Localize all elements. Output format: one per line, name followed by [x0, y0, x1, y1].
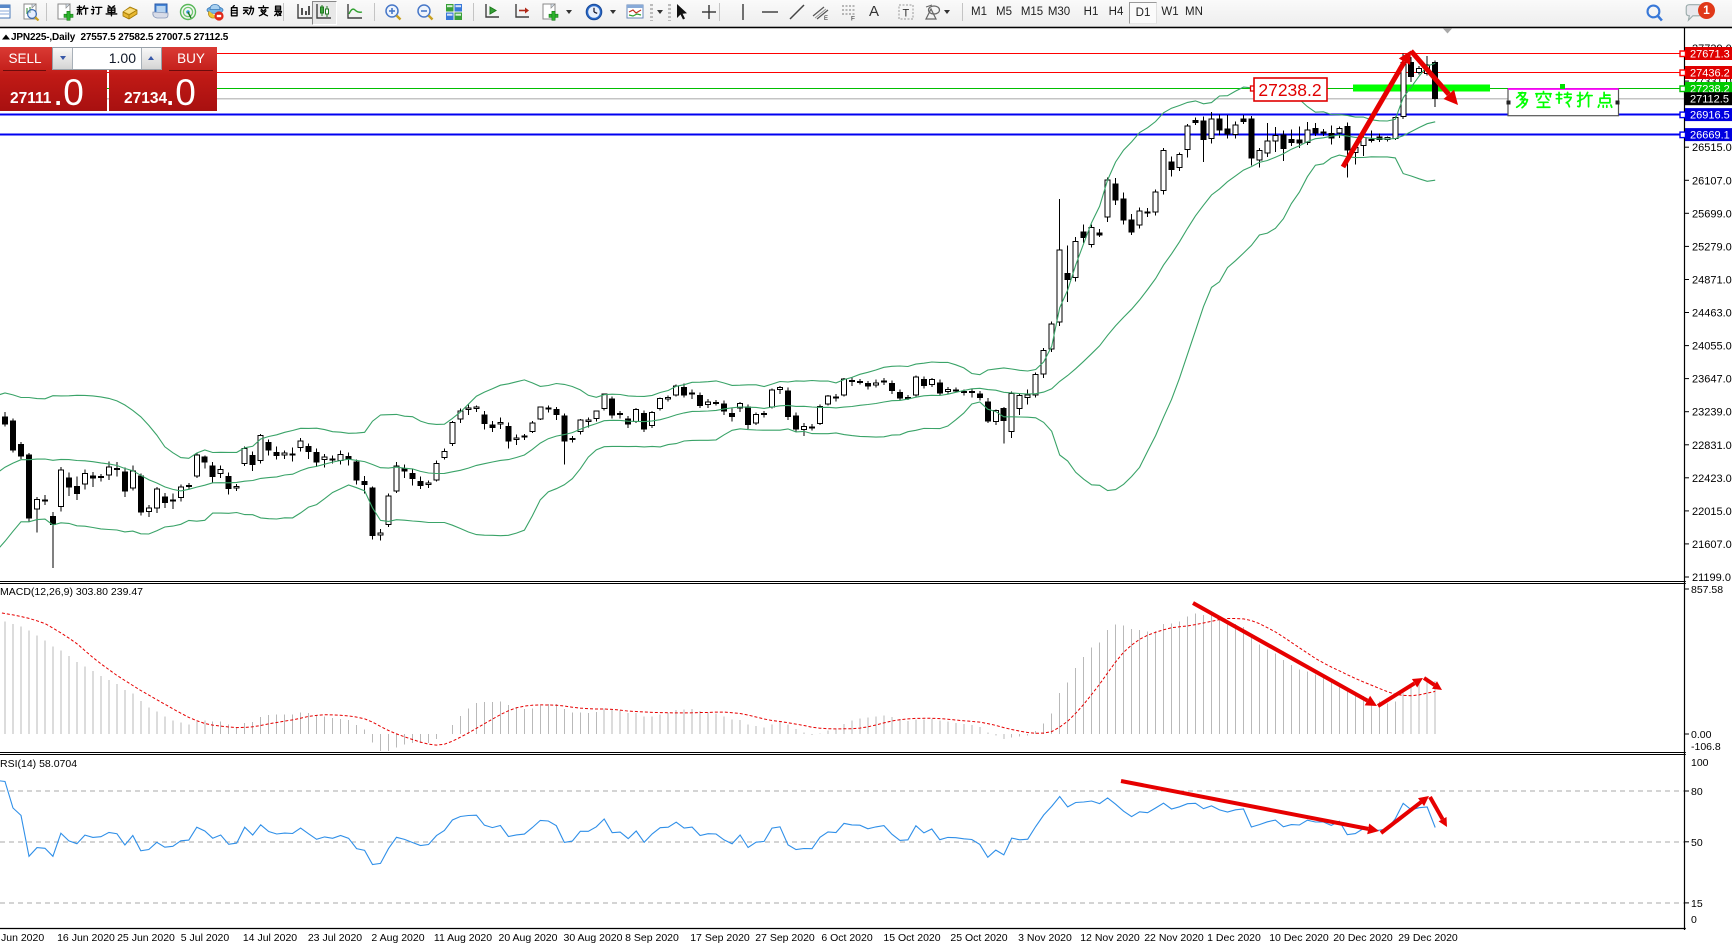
svg-text:22 Nov 2020: 22 Nov 2020 [1144, 932, 1204, 944]
svg-text:-106.8: -106.8 [1691, 741, 1721, 753]
svg-text:26515.0: 26515.0 [1692, 142, 1732, 154]
svg-text:857.58: 857.58 [1691, 584, 1723, 596]
svg-text:26669.1: 26669.1 [1690, 130, 1730, 142]
svg-text:11 Aug 2020: 11 Aug 2020 [434, 932, 492, 944]
svg-text:22831.0: 22831.0 [1692, 440, 1732, 452]
svg-text:15 Oct 2020: 15 Oct 2020 [883, 932, 940, 944]
svg-text:24055.0: 24055.0 [1692, 341, 1732, 353]
svg-text:0: 0 [1691, 914, 1697, 926]
svg-text:20 Dec 2020: 20 Dec 2020 [1333, 932, 1393, 944]
svg-text:JPN225-,Daily 27557.5 27582.5: JPN225-,Daily 27557.5 27582.5 27007.5 27… [11, 32, 229, 43]
svg-text:MACD(12,26,9) 303.80 239.47: MACD(12,26,9) 303.80 239.47 [0, 586, 143, 598]
svg-text:Jun 2020: Jun 2020 [1, 932, 44, 944]
svg-text:1 Dec 2020: 1 Dec 2020 [1207, 932, 1261, 944]
svg-text:26916.5: 26916.5 [1690, 110, 1730, 122]
svg-text:25 Oct 2020: 25 Oct 2020 [950, 932, 1007, 944]
svg-text:23 Jul 2020: 23 Jul 2020 [308, 932, 362, 944]
svg-text:50: 50 [1691, 837, 1703, 849]
svg-text:30 Aug 2020: 30 Aug 2020 [564, 932, 623, 944]
svg-text:80: 80 [1691, 786, 1703, 798]
svg-text:23239.0: 23239.0 [1692, 407, 1732, 419]
svg-text:27436.2: 27436.2 [1690, 68, 1730, 80]
svg-text:23647.0: 23647.0 [1692, 374, 1732, 386]
svg-text:21199.0: 21199.0 [1692, 572, 1731, 584]
svg-text:12 Nov 2020: 12 Nov 2020 [1080, 932, 1140, 944]
svg-text:2 Aug 2020: 2 Aug 2020 [371, 932, 424, 944]
svg-text:26107.0: 26107.0 [1692, 175, 1732, 187]
svg-text:10 Dec 2020: 10 Dec 2020 [1269, 932, 1329, 944]
svg-text:22015.0: 22015.0 [1692, 506, 1732, 518]
svg-text:29 Dec 2020: 29 Dec 2020 [1398, 932, 1458, 944]
svg-text:15: 15 [1691, 898, 1703, 910]
svg-text:RSI(14) 58.0704: RSI(14) 58.0704 [0, 758, 77, 770]
svg-text:27112.5: 27112.5 [1690, 94, 1729, 106]
svg-text:T: T [903, 8, 910, 20]
svg-text:3 Nov 2020: 3 Nov 2020 [1018, 932, 1072, 944]
svg-text:E: E [824, 16, 828, 21]
svg-text:100: 100 [1691, 757, 1709, 769]
svg-text:0.00: 0.00 [1691, 729, 1712, 741]
svg-text:20 Aug 2020: 20 Aug 2020 [499, 932, 558, 944]
svg-text:27671.3: 27671.3 [1690, 49, 1730, 61]
svg-text:24871.0: 24871.0 [1692, 275, 1732, 287]
svg-text:16 Jun 2020: 16 Jun 2020 [57, 932, 115, 944]
svg-text:5 Jul 2020: 5 Jul 2020 [181, 932, 230, 944]
svg-text:22423.0: 22423.0 [1692, 473, 1732, 485]
svg-text:21607.0: 21607.0 [1692, 539, 1732, 551]
svg-text:8 Sep 2020: 8 Sep 2020 [625, 932, 679, 944]
svg-text:24463.0: 24463.0 [1692, 308, 1732, 320]
svg-text:25699.0: 25699.0 [1692, 208, 1732, 220]
svg-text:17 Sep 2020: 17 Sep 2020 [690, 932, 750, 944]
svg-text:25279.0: 25279.0 [1692, 241, 1732, 253]
svg-text:14 Jul 2020: 14 Jul 2020 [243, 932, 297, 944]
svg-text:F: F [851, 16, 855, 22]
svg-text:27 Sep 2020: 27 Sep 2020 [755, 932, 815, 944]
svg-text:25 Jun 2020: 25 Jun 2020 [117, 932, 175, 944]
svg-text:6 Oct 2020: 6 Oct 2020 [821, 932, 873, 944]
svg-text:27238.2: 27238.2 [1258, 80, 1321, 100]
